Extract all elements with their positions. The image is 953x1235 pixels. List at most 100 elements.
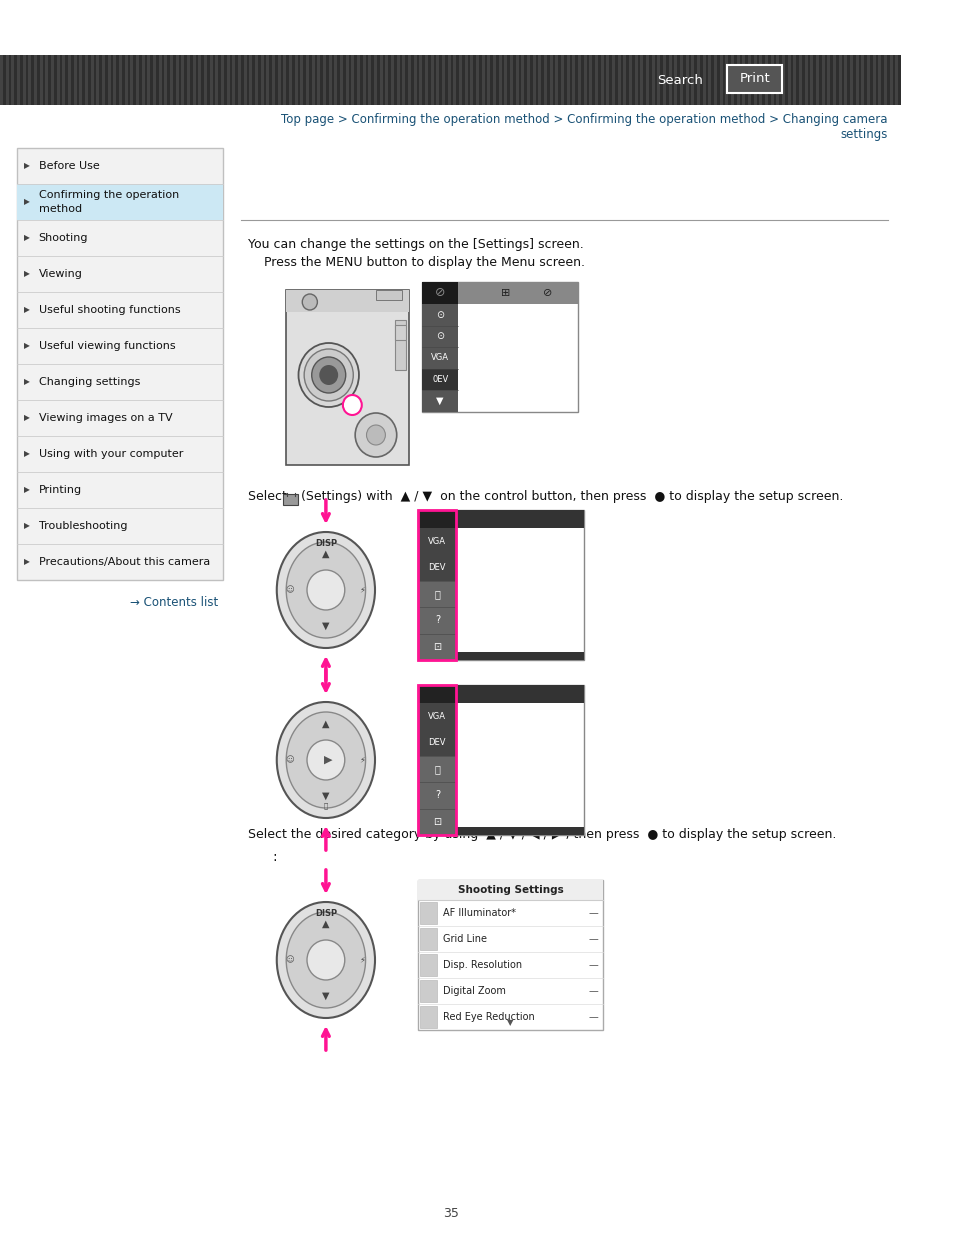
Bar xyxy=(510,56,513,105)
Bar xyxy=(832,56,835,105)
Bar xyxy=(113,56,116,105)
Bar xyxy=(685,56,688,105)
Bar xyxy=(422,282,457,304)
Bar xyxy=(6,56,9,105)
Bar xyxy=(187,56,190,105)
Bar xyxy=(657,56,659,105)
Bar xyxy=(487,56,490,105)
Bar xyxy=(441,56,444,105)
Bar xyxy=(447,56,450,105)
Bar xyxy=(68,56,71,105)
Bar xyxy=(164,56,167,105)
Bar xyxy=(787,56,790,105)
Text: ⊘: ⊘ xyxy=(543,288,552,298)
Bar xyxy=(578,56,580,105)
Bar xyxy=(46,56,48,105)
Bar xyxy=(634,56,637,105)
Bar xyxy=(741,56,744,105)
Bar xyxy=(312,56,314,105)
Bar xyxy=(476,56,478,105)
Bar xyxy=(418,608,456,634)
Bar xyxy=(560,56,563,105)
Text: Shooting Settings: Shooting Settings xyxy=(457,885,563,895)
Bar xyxy=(719,56,721,105)
Bar xyxy=(418,529,456,555)
Bar xyxy=(679,56,682,105)
Bar xyxy=(391,56,394,105)
Bar xyxy=(753,56,756,105)
Bar xyxy=(418,881,602,900)
Bar xyxy=(724,56,727,105)
Bar xyxy=(566,56,569,105)
Bar xyxy=(23,56,26,105)
Text: ☺: ☺ xyxy=(285,585,294,594)
Bar xyxy=(96,56,99,105)
Bar xyxy=(422,326,457,347)
Bar xyxy=(691,56,694,105)
Bar xyxy=(622,56,625,105)
Text: ▶: ▶ xyxy=(25,162,30,170)
Bar xyxy=(158,56,161,105)
Bar xyxy=(799,56,801,105)
Text: DISP: DISP xyxy=(314,540,336,548)
Bar xyxy=(418,510,456,659)
Text: 35: 35 xyxy=(442,1207,458,1220)
Text: Troubleshooting: Troubleshooting xyxy=(39,521,127,531)
Bar xyxy=(286,290,409,312)
Bar xyxy=(335,56,336,105)
Text: Red Eye Reduction: Red Eye Reduction xyxy=(442,1011,535,1023)
Bar xyxy=(741,56,744,105)
Bar xyxy=(481,56,484,105)
Bar xyxy=(622,56,625,105)
Bar xyxy=(351,56,354,105)
Bar xyxy=(329,56,332,105)
Text: VGA: VGA xyxy=(428,537,446,546)
Bar xyxy=(736,56,739,105)
Bar xyxy=(79,56,82,105)
Bar xyxy=(306,56,309,105)
Text: ▼: ▼ xyxy=(507,1018,514,1028)
Bar xyxy=(227,56,230,105)
Bar xyxy=(272,56,274,105)
Bar xyxy=(418,756,456,782)
Bar xyxy=(612,56,615,105)
Bar xyxy=(11,56,14,105)
Text: Useful viewing functions: Useful viewing functions xyxy=(39,341,175,351)
Text: ▶: ▶ xyxy=(25,521,30,531)
Bar xyxy=(516,56,518,105)
Bar xyxy=(419,56,422,105)
Text: Viewing: Viewing xyxy=(39,269,83,279)
Bar xyxy=(147,56,150,105)
Bar xyxy=(306,56,309,105)
Bar xyxy=(102,56,105,105)
Bar xyxy=(356,56,359,105)
Bar xyxy=(260,56,263,105)
Text: ⚡: ⚡ xyxy=(358,956,364,965)
Bar xyxy=(418,580,456,608)
Bar xyxy=(724,56,727,105)
Ellipse shape xyxy=(276,532,375,648)
Polygon shape xyxy=(286,290,409,466)
Bar xyxy=(29,56,31,105)
Text: ⚡: ⚡ xyxy=(358,756,364,764)
Bar xyxy=(221,56,224,105)
Circle shape xyxy=(298,343,358,408)
Text: ▶: ▶ xyxy=(25,557,30,567)
Bar xyxy=(493,56,496,105)
Bar xyxy=(300,56,303,105)
Text: → Contents list: → Contents list xyxy=(130,597,218,609)
Bar xyxy=(277,56,280,105)
Text: (Settings) with  ▲ / ▼  on the control button, then press  ● to display the setu: (Settings) with ▲ / ▼ on the control but… xyxy=(301,490,842,503)
Bar xyxy=(136,56,139,105)
Bar xyxy=(300,56,303,105)
Bar xyxy=(628,56,631,105)
Bar xyxy=(889,56,892,105)
Text: VGA: VGA xyxy=(428,711,446,721)
Bar xyxy=(102,56,105,105)
Bar xyxy=(883,56,886,105)
Bar xyxy=(418,685,456,703)
Bar xyxy=(883,56,886,105)
Bar xyxy=(254,56,257,105)
Bar xyxy=(516,56,518,105)
Bar xyxy=(181,56,184,105)
